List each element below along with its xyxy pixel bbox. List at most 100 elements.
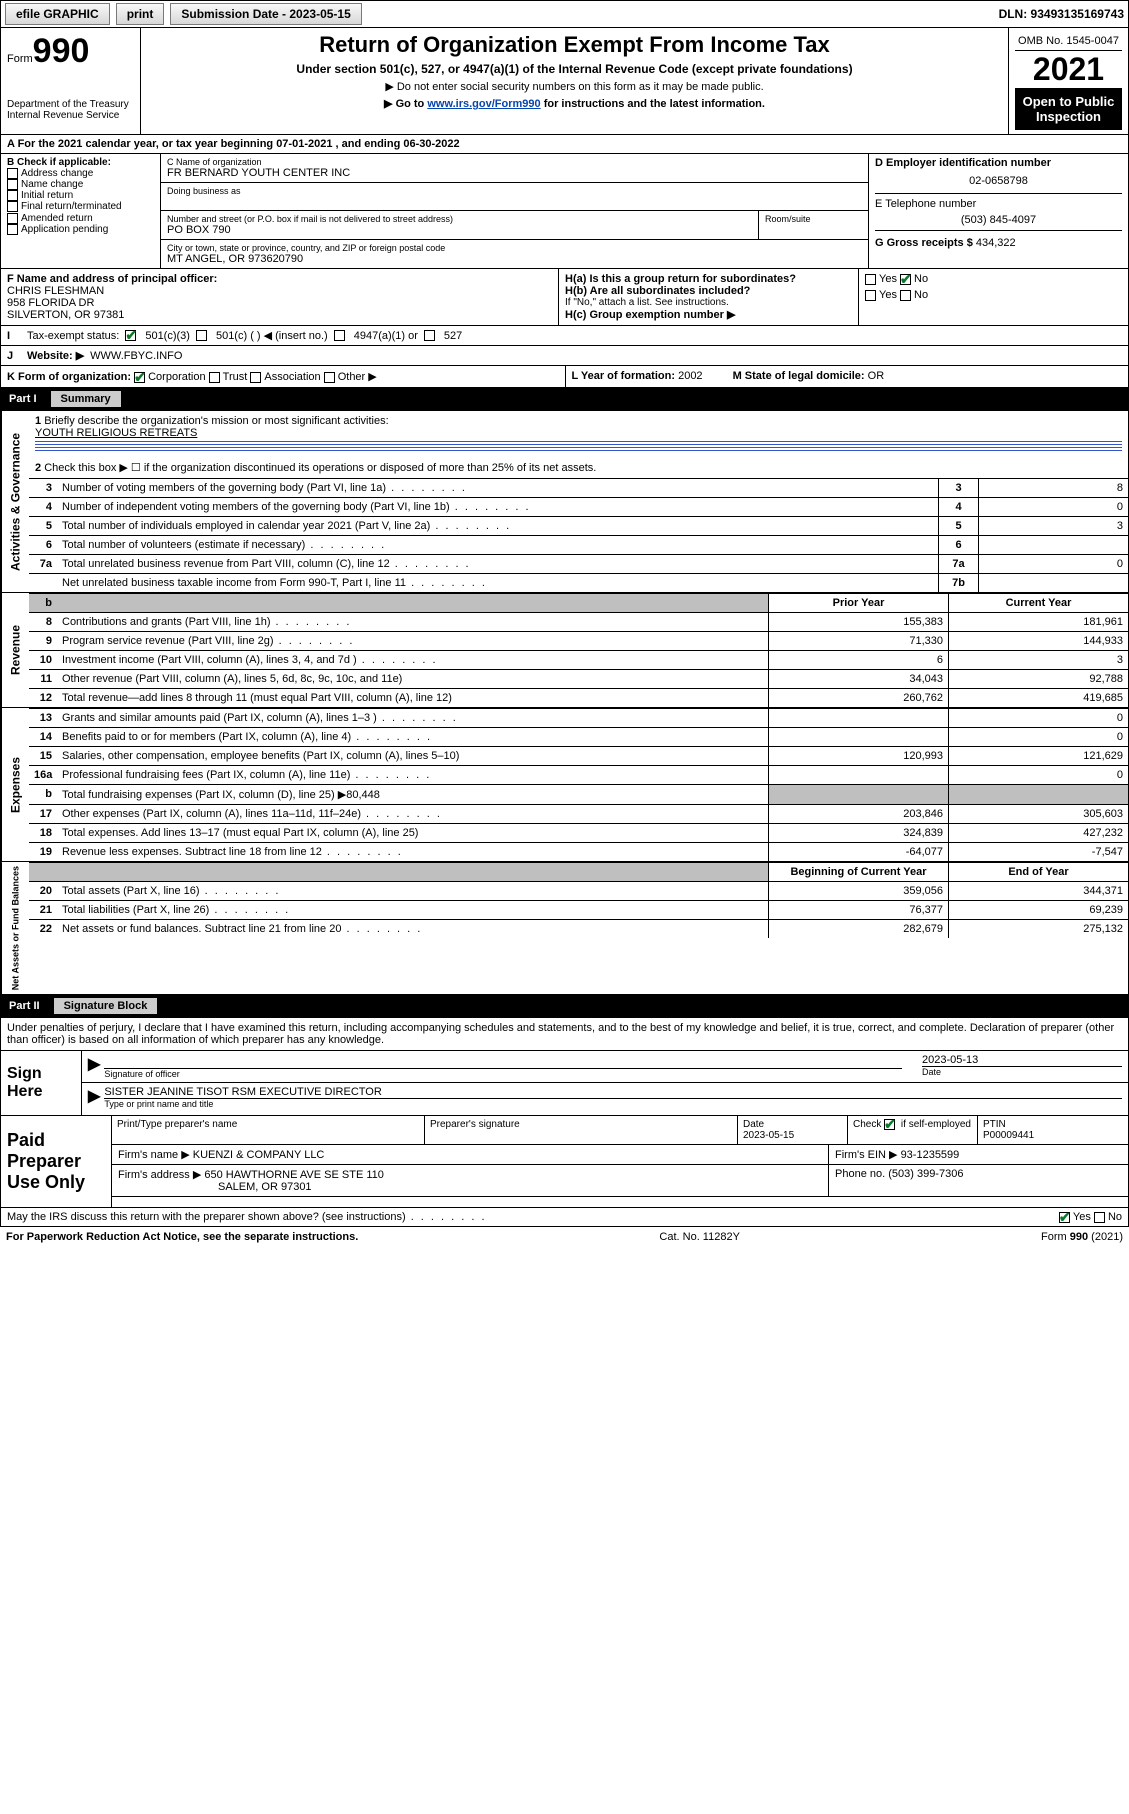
print-button[interactable]: print <box>116 3 165 25</box>
dln-label: DLN: 93493135169743 <box>999 7 1124 21</box>
line-a: A For the 2021 calendar year, or tax yea… <box>0 135 1129 154</box>
l15-py: 120,993 <box>768 747 948 765</box>
sig-officer-label: Signature of officer <box>104 1069 902 1079</box>
l21-py: 76,377 <box>768 901 948 919</box>
chk-self-employed[interactable] <box>884 1119 895 1130</box>
l11-py: 34,043 <box>768 670 948 688</box>
chk-app-pending[interactable] <box>7 224 18 235</box>
l10-py: 6 <box>768 651 948 669</box>
chk-name-change[interactable] <box>7 179 18 190</box>
vlabel-netassets: Net Assets or Fund Balances <box>1 862 29 994</box>
chk-4947[interactable] <box>334 330 345 341</box>
part2-title: Signature Block <box>54 998 158 1014</box>
l20-cy: 344,371 <box>948 882 1128 900</box>
na-py-hdr: Beginning of Current Year <box>768 863 948 881</box>
l11-cy: 92,788 <box>948 670 1128 688</box>
discuss-no[interactable] <box>1094 1212 1105 1223</box>
l6-val <box>978 536 1128 554</box>
l11-text: Other revenue (Part VIII, column (A), li… <box>57 670 768 688</box>
chk-address-change[interactable] <box>7 168 18 179</box>
l7b-text: Net unrelated business taxable income fr… <box>57 574 938 592</box>
chk-initial-return[interactable] <box>7 190 18 201</box>
ptin-value: P00009441 <box>983 1130 1034 1141</box>
l20-py: 359,056 <box>768 882 948 900</box>
year-formation: 2002 <box>678 370 702 382</box>
l13-text: Grants and similar amounts paid (Part IX… <box>57 709 768 727</box>
sig-date: 2023-05-13 <box>922 1054 1122 1066</box>
l16a-text: Professional fundraising fees (Part IX, … <box>57 766 768 784</box>
chk-other[interactable] <box>324 372 335 383</box>
chk-501c3[interactable] <box>125 330 136 341</box>
l18-py: 324,839 <box>768 824 948 842</box>
l10-text: Investment income (Part VIII, column (A)… <box>57 651 768 669</box>
chk-trust[interactable] <box>209 372 220 383</box>
chk-corp[interactable] <box>134 372 145 383</box>
dba-label: Doing business as <box>167 186 862 196</box>
irs-link[interactable]: www.irs.gov/Form990 <box>427 98 540 110</box>
section-netassets: Net Assets or Fund Balances Beginning of… <box>0 862 1129 995</box>
submission-date-button[interactable]: Submission Date - 2023-05-15 <box>170 3 361 25</box>
ein-value: 02-0658798 <box>875 169 1122 193</box>
l-label: L Year of formation: <box>572 370 676 382</box>
discuss-line: May the IRS discuss this return with the… <box>0 1208 1129 1227</box>
l12-py: 260,762 <box>768 689 948 707</box>
form-subtitle: Under section 501(c), 527, or 4947(a)(1)… <box>147 62 1002 76</box>
chk-527[interactable] <box>424 330 435 341</box>
form-word: Form <box>7 53 33 65</box>
l5-text: Total number of individuals employed in … <box>57 517 938 535</box>
form-header: Form990 Department of the Treasury Inter… <box>0 28 1129 135</box>
l14-cy: 0 <box>948 728 1128 746</box>
efile-button[interactable]: efile GRAPHIC <box>5 3 110 25</box>
l16b-text: Total fundraising expenses (Part IX, col… <box>62 789 346 801</box>
sign-here-label: Sign Here <box>1 1051 81 1115</box>
l22-cy: 275,132 <box>948 920 1128 938</box>
l20-text: Total assets (Part X, line 16) <box>57 882 768 900</box>
chk-final-return[interactable] <box>7 201 18 212</box>
addr-value: PO BOX 790 <box>167 224 752 236</box>
discuss-yes[interactable] <box>1059 1212 1070 1223</box>
chk-amended[interactable] <box>7 213 18 224</box>
hb-yes[interactable] <box>865 290 876 301</box>
cy-hdr: Current Year <box>948 594 1128 612</box>
l3-val: 8 <box>978 479 1128 497</box>
l12-text: Total revenue—add lines 8 through 11 (mu… <box>57 689 768 707</box>
hb-label: H(b) Are all subordinates included? <box>565 285 750 297</box>
prep-h2: Preparer's signature <box>425 1116 738 1145</box>
addr-label: Number and street (or P.O. box if mail i… <box>167 214 752 224</box>
website-value: WWW.FBYC.INFO <box>90 350 182 362</box>
part1-title: Summary <box>51 391 121 407</box>
l16a-py <box>768 766 948 784</box>
k-label: K Form of organization: <box>7 371 131 383</box>
section-governance: Activities & Governance 1 Briefly descri… <box>0 411 1129 593</box>
l22-py: 282,679 <box>768 920 948 938</box>
ha-no[interactable] <box>900 274 911 285</box>
l17-py: 203,846 <box>768 805 948 823</box>
block-bcde: B Check if applicable: Address change Na… <box>0 154 1129 269</box>
line-b-label: B Check if applicable: <box>7 157 154 168</box>
m-label: M State of legal domicile: <box>733 370 865 382</box>
py-hdr: Prior Year <box>768 594 948 612</box>
l17-text: Other expenses (Part IX, column (A), lin… <box>57 805 768 823</box>
officer-name: CHRIS FLESHMAN <box>7 285 552 297</box>
l4-text: Number of independent voting members of … <box>57 498 938 516</box>
ha-yes[interactable] <box>865 274 876 285</box>
part1-header: Part I Summary <box>0 388 1129 411</box>
g-label: G Gross receipts $ <box>875 237 973 249</box>
vlabel-revenue: Revenue <box>1 593 29 707</box>
l15-text: Salaries, other compensation, employee b… <box>57 747 768 765</box>
chk-assoc[interactable] <box>250 372 261 383</box>
l13-cy: 0 <box>948 709 1128 727</box>
firm-phone: (503) 399-7306 <box>888 1168 963 1180</box>
l12-cy: 419,685 <box>948 689 1128 707</box>
chk-501c[interactable] <box>196 330 207 341</box>
l8-text: Contributions and grants (Part VIII, lin… <box>57 613 768 631</box>
paid-preparer-block: Paid Preparer Use Only Print/Type prepar… <box>0 1116 1129 1208</box>
firm-addr1: 650 HAWTHORNE AVE SE STE 110 <box>204 1169 384 1181</box>
hb-no[interactable] <box>900 290 911 301</box>
part2-num: Part II <box>9 1000 40 1012</box>
f-label: F Name and address of principal officer: <box>7 273 552 285</box>
line-i: I Tax-exempt status: 501(c)(3) 501(c) ( … <box>0 326 1129 346</box>
officer-addr2: SILVERTON, OR 97381 <box>7 309 552 321</box>
l14-text: Benefits paid to or for members (Part IX… <box>57 728 768 746</box>
hc-label: H(c) Group exemption number ▶ <box>565 309 735 321</box>
